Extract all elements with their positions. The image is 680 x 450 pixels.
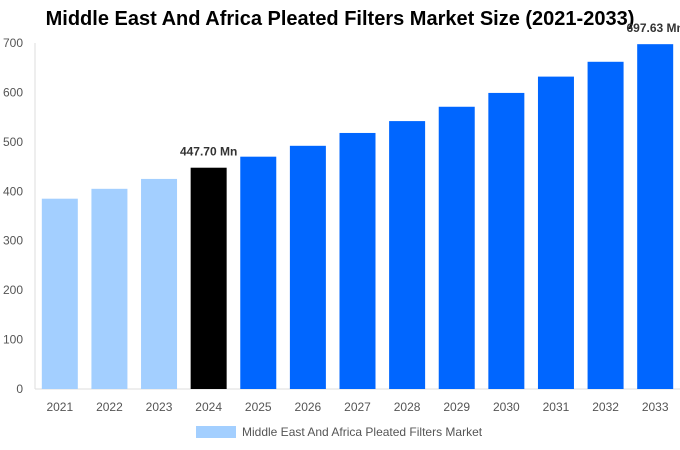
x-tick-label: 2022	[96, 400, 123, 414]
data-label-2033: 697.63 Mn	[627, 21, 680, 35]
bar-2030	[488, 92, 525, 390]
x-tick-label: 2029	[443, 400, 470, 414]
x-tick-label: 2021	[46, 400, 73, 414]
legend-label: Middle East And Africa Pleated Filters M…	[242, 425, 483, 439]
x-tick-label: 2027	[344, 400, 371, 414]
x-tick-label: 2031	[543, 400, 570, 414]
y-tick-label: 600	[3, 85, 23, 99]
y-tick-label: 200	[3, 283, 23, 297]
x-tick-label: 2032	[592, 400, 619, 414]
bar-2023	[141, 178, 178, 389]
legend-swatch	[196, 426, 236, 438]
bar-2024	[190, 167, 227, 389]
x-tick-label: 2025	[245, 400, 272, 414]
y-tick-label: 700	[3, 36, 23, 50]
x-tick-label: 2030	[493, 400, 520, 414]
y-tick-label: 500	[3, 135, 23, 149]
legend: Middle East And Africa Pleated Filters M…	[196, 425, 482, 439]
y-tick-label: 400	[3, 184, 23, 198]
x-tick-label: 2033	[642, 400, 669, 414]
y-tick-label: 300	[3, 234, 23, 248]
bar-2026	[289, 145, 326, 389]
x-tick-label: 2023	[146, 400, 173, 414]
bar-2022	[91, 188, 128, 389]
x-tick-label: 2026	[295, 400, 322, 414]
bar-2028	[389, 121, 426, 390]
chart-title: Middle East And Africa Pleated Filters M…	[45, 8, 635, 30]
bar-2029	[438, 106, 475, 390]
bar-2033	[637, 44, 674, 390]
bar-2021	[41, 198, 78, 389]
data-label-2024: 447.70 Mn	[180, 145, 237, 159]
x-tick-label: 2028	[394, 400, 421, 414]
bar-2027	[339, 132, 376, 389]
bar-2025	[240, 156, 277, 389]
y-tick-label: 100	[3, 333, 23, 347]
x-tick-label: 2024	[195, 400, 222, 414]
y-tick-label: 0	[16, 382, 23, 396]
bar-2032	[587, 61, 624, 389]
bar-2031	[537, 76, 574, 390]
